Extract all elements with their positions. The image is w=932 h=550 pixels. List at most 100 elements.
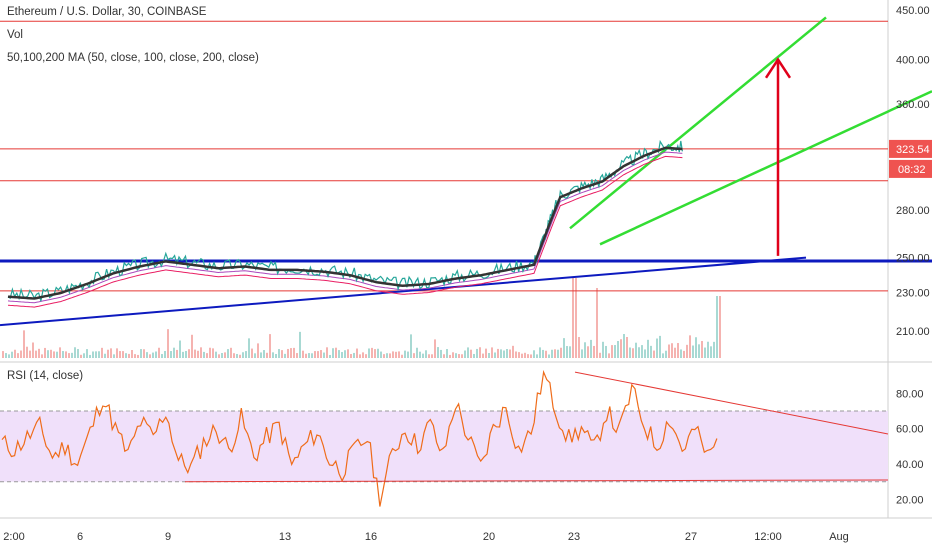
- volume-bar: [23, 330, 25, 358]
- chart-title: Ethereum / U.S. Dollar, 30, COINBASE: [7, 6, 207, 18]
- volume-bar: [689, 335, 691, 358]
- volume-bar: [707, 341, 709, 358]
- volume-bar: [407, 351, 409, 358]
- volume-bar: [38, 348, 40, 358]
- volume-bar: [581, 349, 583, 358]
- volume-bar: [680, 349, 682, 358]
- volume-bar: [413, 353, 415, 358]
- volume-bar: [635, 342, 637, 358]
- volume-bar: [167, 329, 169, 358]
- volume-bar: [524, 352, 526, 358]
- volume-bar: [674, 347, 676, 358]
- volume-bar: [653, 350, 655, 358]
- volume-bar: [152, 352, 154, 358]
- volume-bar: [662, 353, 664, 358]
- volume-bar: [149, 354, 151, 358]
- volume-bar: [665, 350, 667, 358]
- volume-bar: [14, 349, 16, 358]
- volume-bar: [416, 347, 418, 358]
- volume-bar: [263, 350, 265, 358]
- volume-bar: [110, 348, 112, 358]
- target-arrow-head: [764, 57, 792, 79]
- volume-bar: [545, 350, 547, 358]
- volume-bar: [455, 353, 457, 358]
- volume-bar: [380, 351, 382, 358]
- volume-bar: [41, 354, 43, 358]
- volume-bar: [506, 348, 508, 358]
- volume-bar: [347, 349, 349, 358]
- volume-bar: [68, 353, 70, 358]
- volume-bar: [101, 347, 103, 358]
- volume-bar: [170, 351, 172, 358]
- volume-bar: [461, 354, 463, 358]
- volume-bar: [272, 352, 274, 358]
- price-tick-label: 230.00: [896, 288, 930, 300]
- volume-bar: [302, 350, 304, 358]
- volume-bar: [56, 351, 58, 358]
- volume-bar: [584, 342, 586, 358]
- volume-bar: [485, 348, 487, 358]
- volume-legend: Vol: [7, 29, 23, 41]
- volume-bar: [143, 349, 145, 358]
- volume-bar: [317, 351, 319, 358]
- volume-bar: [602, 341, 604, 358]
- volume-bar: [281, 350, 283, 358]
- last-price-label: 323.54: [896, 144, 930, 156]
- volume-bar: [197, 350, 199, 358]
- volume-bar: [626, 337, 628, 358]
- volume-bar: [563, 338, 565, 358]
- volume-bar: [332, 348, 334, 358]
- volume-bar: [320, 350, 322, 358]
- volume-bar: [599, 352, 601, 358]
- volume-bar: [371, 347, 373, 358]
- volume-bar: [125, 353, 127, 358]
- volume-bar: [233, 353, 235, 358]
- volume-bar: [458, 354, 460, 358]
- volume-bar: [188, 349, 190, 358]
- volume-bar: [218, 354, 220, 358]
- volume-bar: [260, 352, 262, 358]
- volume-bar: [251, 348, 253, 358]
- volume-bar: [431, 354, 433, 358]
- volume-bar: [53, 351, 55, 358]
- volume-bar: [200, 347, 202, 358]
- countdown-label: 08:32: [898, 164, 926, 176]
- volume-bar: [668, 344, 670, 358]
- volume-bar: [116, 348, 118, 358]
- volume-bar: [77, 349, 79, 358]
- volume-bar: [266, 352, 268, 358]
- volume-bar: [446, 349, 448, 358]
- volume-bar: [374, 349, 376, 358]
- time-tick-label: 16: [365, 531, 377, 543]
- volume-bar: [47, 350, 49, 358]
- rising-trendline: [0, 256, 807, 327]
- price-tick-label: 450.00: [896, 5, 930, 17]
- volume-bar: [443, 354, 445, 358]
- volume-bar: [254, 353, 256, 358]
- volume-bar: [368, 348, 370, 358]
- volume-bar: [389, 353, 391, 358]
- volume-bar: [230, 347, 232, 358]
- volume-bar: [104, 353, 106, 358]
- ma-100-line: [7, 151, 683, 304]
- volume-bar: [452, 352, 454, 358]
- volume-bar: [191, 334, 193, 358]
- volume-bar: [590, 339, 592, 358]
- volume-bar: [245, 351, 247, 358]
- volume-bar: [224, 352, 226, 358]
- volume-bar: [62, 351, 64, 358]
- volume-bar: [179, 340, 181, 358]
- rsi-band: [0, 410, 888, 482]
- volume-bar: [140, 349, 142, 358]
- volume-bar: [59, 347, 61, 358]
- volume-bar: [515, 351, 517, 358]
- volume-bar: [605, 345, 607, 358]
- volume-bar: [434, 339, 436, 358]
- rsi-line: [1, 369, 718, 507]
- volume-bar: [335, 347, 337, 358]
- volume-bar: [401, 354, 403, 358]
- volume-bar: [353, 352, 355, 358]
- volume-bar: [677, 343, 679, 358]
- volume-bar: [632, 348, 634, 358]
